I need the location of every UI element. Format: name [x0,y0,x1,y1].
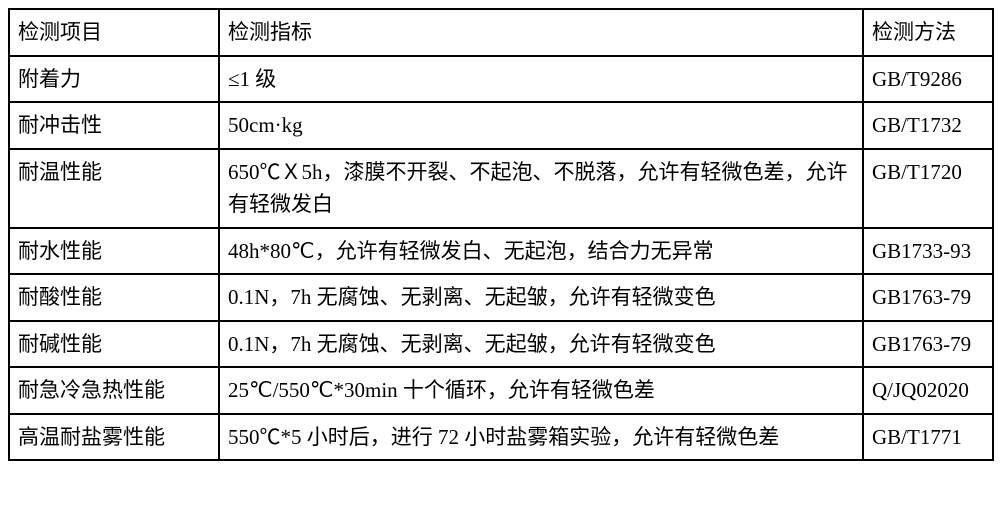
table-row: 耐碱性能 0.1N，7h 无腐蚀、无剥离、无起皱，允许有轻微变色 GB1763-… [9,321,993,368]
cell-item: 耐急冷急热性能 [9,367,219,414]
cell-method: Q/JQ02020 [863,367,993,414]
table-row: 高温耐盐雾性能 550℃*5 小时后，进行 72 小时盐雾箱实验，允许有轻微色差… [9,414,993,461]
table-row: 耐水性能 48h*80℃，允许有轻微发白、无起泡，结合力无异常 GB1733-9… [9,228,993,275]
cell-method: GB1763-79 [863,274,993,321]
cell-spec: 48h*80℃，允许有轻微发白、无起泡，结合力无异常 [219,228,863,275]
cell-item: 耐温性能 [9,149,219,228]
cell-spec: 650℃Ｘ5h，漆膜不开裂、不起泡、不脱落，允许有轻微色差，允许有轻微发白 [219,149,863,228]
cell-method: GB/T1720 [863,149,993,228]
table-row: 耐温性能 650℃Ｘ5h，漆膜不开裂、不起泡、不脱落，允许有轻微色差，允许有轻微… [9,149,993,228]
header-cell-spec: 检测指标 [219,9,863,56]
cell-method: GB1763-79 [863,321,993,368]
cell-item: 附着力 [9,56,219,103]
cell-spec: 25℃/550℃*30min 十个循环，允许有轻微色差 [219,367,863,414]
cell-item: 耐水性能 [9,228,219,275]
cell-spec: 0.1N，7h 无腐蚀、无剥离、无起皱，允许有轻微变色 [219,274,863,321]
cell-method: GB/T1771 [863,414,993,461]
header-cell-method: 检测方法 [863,9,993,56]
cell-item: 高温耐盐雾性能 [9,414,219,461]
spec-table: 检测项目 检测指标 检测方法 附着力 ≤1 级 GB/T9286 耐冲击性 50… [8,8,994,461]
cell-spec: 550℃*5 小时后，进行 72 小时盐雾箱实验，允许有轻微色差 [219,414,863,461]
cell-spec: ≤1 级 [219,56,863,103]
table-row: 附着力 ≤1 级 GB/T9286 [9,56,993,103]
cell-method: GB/T9286 [863,56,993,103]
cell-item: 耐碱性能 [9,321,219,368]
cell-item: 耐酸性能 [9,274,219,321]
cell-item: 耐冲击性 [9,102,219,149]
cell-method: GB1733-93 [863,228,993,275]
cell-spec: 50cm·kg [219,102,863,149]
header-cell-item: 检测项目 [9,9,219,56]
cell-method: GB/T1732 [863,102,993,149]
table-row: 耐酸性能 0.1N，7h 无腐蚀、无剥离、无起皱，允许有轻微变色 GB1763-… [9,274,993,321]
table-row: 耐冲击性 50cm·kg GB/T1732 [9,102,993,149]
table-row: 耐急冷急热性能 25℃/550℃*30min 十个循环，允许有轻微色差 Q/JQ… [9,367,993,414]
spec-table-body: 检测项目 检测指标 检测方法 附着力 ≤1 级 GB/T9286 耐冲击性 50… [9,9,993,460]
cell-spec: 0.1N，7h 无腐蚀、无剥离、无起皱，允许有轻微变色 [219,321,863,368]
table-header-row: 检测项目 检测指标 检测方法 [9,9,993,56]
